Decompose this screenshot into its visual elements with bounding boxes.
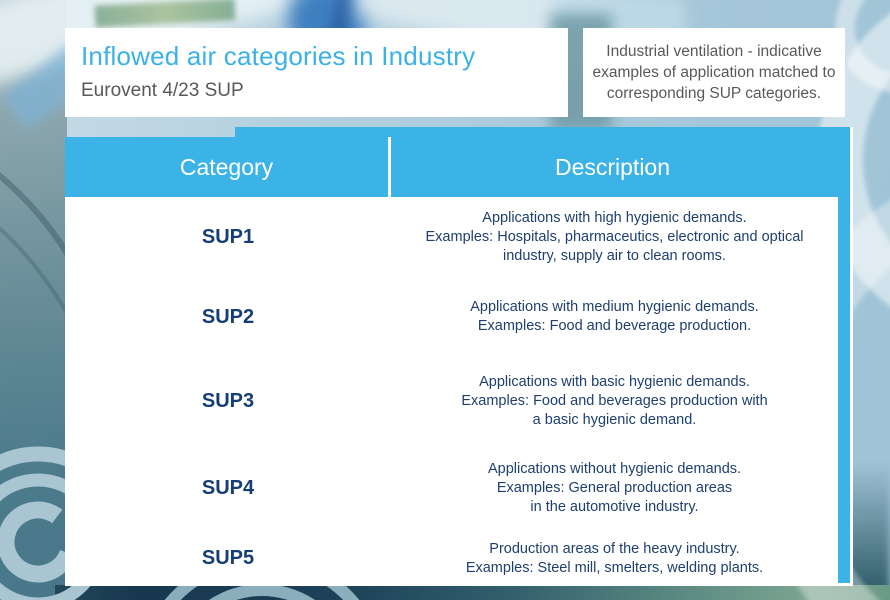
table-row: SUP5 Production areas of the heavy indus… [65,531,838,586]
table-row: SUP1 Applications with high hygienic dem… [65,197,838,277]
page-subtitle: Eurovent 4/23 SUP [81,80,244,101]
column-header-category: Category [65,137,391,197]
description-cell: Applications with basic hygienic demands… [461,373,768,428]
table-header: Category Description [65,137,838,197]
left-dark-arc [0,172,75,264]
left-dark-arc-2 [0,226,70,316]
table-row: SUP3 Applications with basic hygienic de… [65,357,838,445]
description-cell: Applications with medium hygienic demand… [470,299,759,334]
top-right-arc [835,0,890,93]
category-cell: SUP4 [201,476,255,499]
note-card: Industrial ventilation - indicative exam… [583,28,845,117]
table-row: SUP2 Applications with medium hygienic d… [65,277,838,357]
sup-table: Category Description SUP1 Applications w… [65,137,838,586]
category-cell: SUP1 [201,225,255,248]
category-cell: SUP2 [201,305,255,328]
page-title: Inflowed air categories in Industry [81,41,476,71]
category-cell: SUP5 [201,547,255,569]
table-body: SUP1 Applications with high hygienic dem… [65,197,838,586]
note-text: Industrial ventilation - indicative exam… [592,43,836,102]
category-cell: SUP3 [201,389,255,412]
description-cell: Applications without hygienic demands. E… [487,460,742,515]
table-row: SUP4 Applications without hygienic deman… [65,445,838,531]
description-cell: Production areas of the heavy industry. … [465,540,764,576]
title-card: Inflowed air categories in Industry Euro… [65,28,568,117]
description-cell: Applications with high hygienic demands.… [425,209,804,264]
column-header-description: Description [391,137,834,197]
